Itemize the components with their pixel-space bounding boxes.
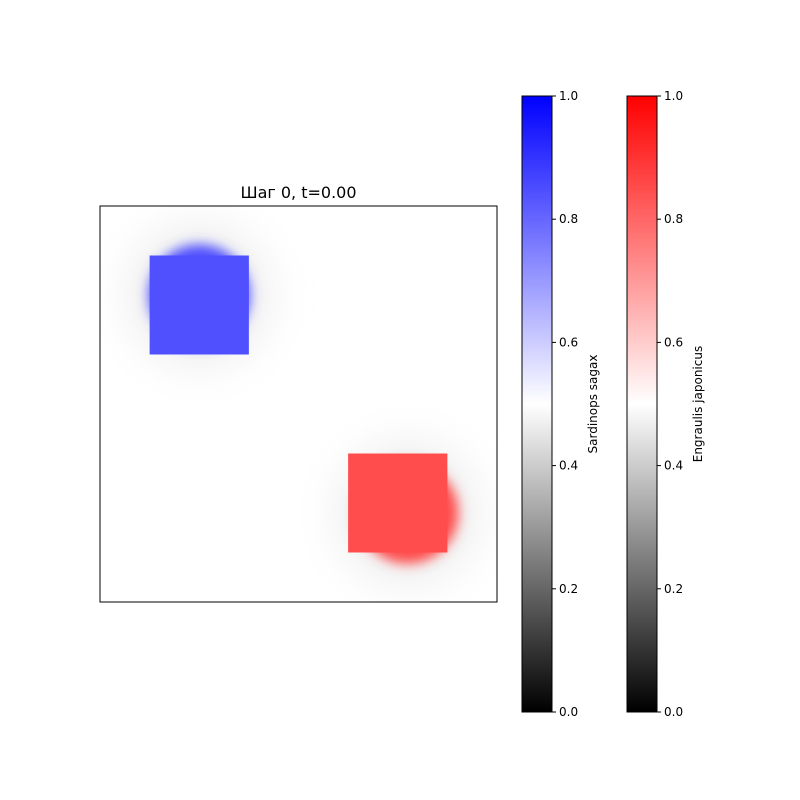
colorbar-label: Sardinops sagax [586, 355, 600, 454]
colorbar-tick-label: 0.8 [664, 212, 683, 226]
colorbar-tick-label: 0.6 [559, 335, 578, 349]
colorbar-engraulis: 0.0 0.2 0.4 0.6 0.8 1.0 Engraulis japonicus [626, 89, 705, 719]
plot-frame [99, 205, 498, 603]
field-engraulis [338, 443, 478, 583]
heatmap-plot-area [99, 205, 498, 603]
colorbar-tick-label: 0.0 [664, 705, 683, 719]
colorbar-tick-label: 0.0 [559, 705, 578, 719]
chart-title: Шаг 0, t=0.00 [240, 183, 356, 202]
field-sardinops [129, 225, 269, 365]
square-block [348, 453, 448, 553]
colorbar-tick-label: 0.4 [559, 459, 578, 473]
colorbar-tick-label: 1.0 [559, 89, 578, 103]
colorbar-tick-label: 1.0 [664, 89, 683, 103]
colorbar-gradient [627, 96, 657, 712]
colorbar-sardinops: 0.0 0.2 0.4 0.6 0.8 1.0 Sardinops sagax [521, 89, 600, 719]
colorbar-label: Engraulis japonicus [691, 346, 705, 462]
colorbar-tick-label: 0.2 [664, 582, 683, 596]
colorbar-tick-label: 0.2 [559, 582, 578, 596]
square-block [149, 255, 249, 355]
colorbar-tick-label: 0.4 [664, 459, 683, 473]
colorbar-tick-label: 0.8 [559, 212, 578, 226]
colorbar-tick-label: 0.6 [664, 335, 683, 349]
colorbar-gradient [522, 96, 552, 712]
